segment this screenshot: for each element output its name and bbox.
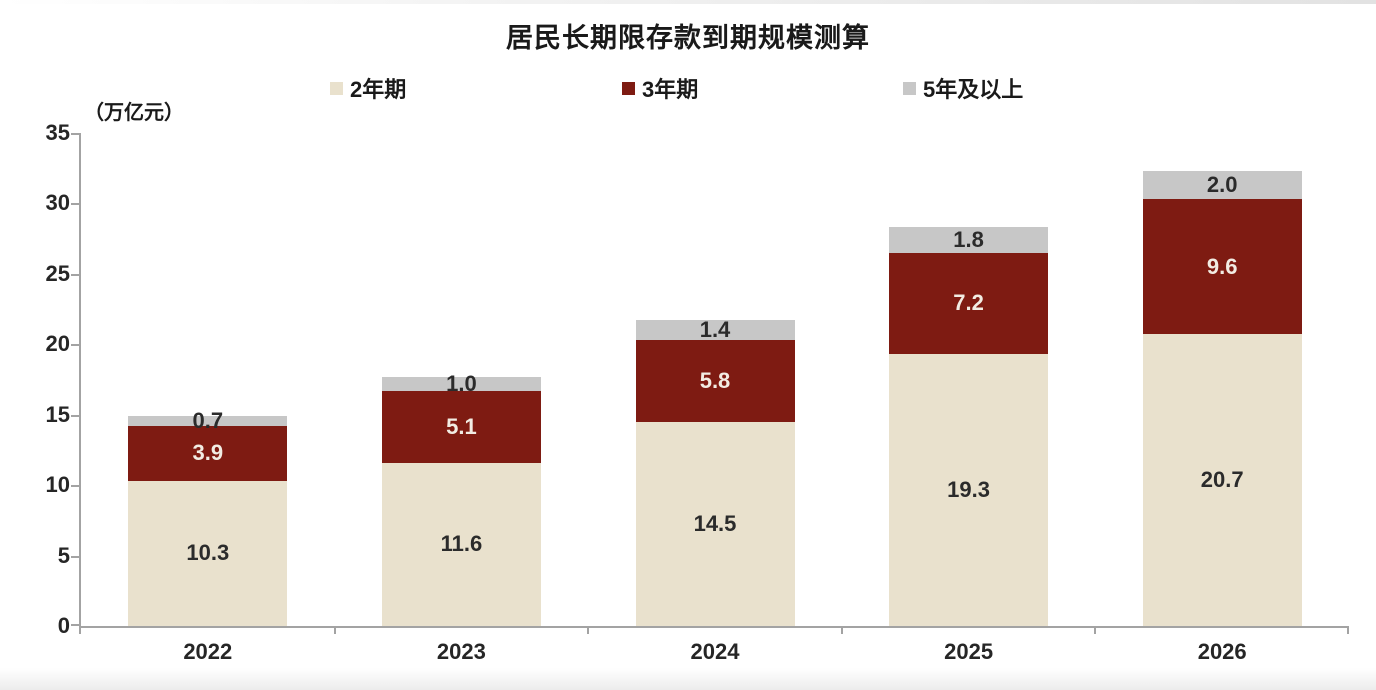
y-tick-label: 15 — [45, 401, 70, 427]
legend-item-3年期: 3年期 — [622, 74, 698, 102]
bar-column-2026: 20.7 9.6 2.0 — [1142, 171, 1302, 626]
y-axis-unit-label: （万亿元） — [84, 102, 184, 124]
chart-title: 居民长期限存款到期规模测算 — [506, 23, 870, 53]
y-tick-label: 25 — [45, 260, 70, 286]
y-tick-mark — [71, 555, 79, 558]
x-category-label: 2023 — [436, 639, 486, 664]
bar-value-label: 1.8 — [953, 227, 984, 253]
bar-segment-3年期: 5.1 — [381, 390, 541, 463]
bar-segment-2年期: 10.3 — [128, 480, 288, 626]
bar-value-label: 10.3 — [186, 540, 230, 566]
y-tick-mark — [71, 203, 79, 206]
y-tick-label: 10 — [45, 472, 70, 498]
legend-item-5年及以上: 5年及以上 — [903, 74, 1023, 102]
bar-segment-2年期: 20.7 — [1142, 334, 1302, 626]
bar-segment-2年期: 11.6 — [381, 462, 541, 626]
y-tick-mark — [71, 414, 79, 417]
y-tick-mark — [71, 485, 79, 488]
bar-segment-5年及以上: 1.8 — [889, 227, 1049, 253]
x-tick-mark — [79, 626, 81, 634]
bar-value-label: 5.1 — [446, 413, 477, 439]
bar-value-label: 20.7 — [1200, 467, 1244, 493]
y-tick-mark — [71, 624, 79, 626]
legend-swatch-icon — [622, 81, 635, 95]
y-tick-label: 30 — [45, 190, 70, 216]
bar-column-2022: 10.3 3.9 0.7 — [128, 409, 288, 626]
x-tick-mark — [840, 626, 843, 634]
x-tick-mark — [1094, 626, 1097, 634]
x-category-label: 2026 — [1197, 639, 1247, 664]
x-category-label: 2024 — [690, 639, 740, 664]
y-tick-label: 35 — [45, 120, 70, 145]
bar-value-label: 1.0 — [446, 370, 477, 396]
y-tick-label: 0 — [57, 613, 70, 638]
y-tick-mark — [71, 344, 79, 347]
x-category-label: 2022 — [183, 639, 233, 664]
bar-segment-5年及以上: 1.0 — [381, 371, 541, 395]
bar-value-label: 19.3 — [947, 477, 990, 503]
x-tick-mark — [587, 626, 590, 634]
bar-value-label: 5.8 — [699, 367, 731, 393]
x-tick-mark — [1347, 626, 1349, 634]
bar-segment-2年期: 19.3 — [889, 354, 1049, 626]
legend-item-label: 5年及以上 — [923, 77, 1024, 102]
page-bottom-edge — [0, 668, 1376, 690]
bar-segment-3年期: 3.9 — [128, 426, 288, 481]
legend-swatch-icon — [330, 81, 343, 95]
bar-value-label: 14.5 — [693, 510, 737, 536]
legend-swatch-icon — [903, 81, 916, 95]
bar-column-2025: 19.3 7.2 1.8 — [889, 227, 1049, 626]
bar-segment-3年期: 5.8 — [635, 340, 795, 422]
bar-segment-3年期: 7.2 — [889, 252, 1049, 355]
bar-value-label: 2.0 — [1206, 172, 1238, 198]
legend-item-label: 3年期 — [642, 77, 699, 102]
bar-column-2024: 14.5 5.8 1.4 — [635, 317, 795, 626]
bar-value-label: 7.2 — [953, 290, 984, 316]
y-tick-label: 5 — [57, 542, 70, 568]
plot-area: 10.3 3.9 0.7 2022 11.6 5.1 1.0 2023 14.5 5.8 1.4 20… — [71, 133, 1349, 664]
page-top-edge — [0, 0, 1376, 4]
y-tick-mark — [71, 133, 79, 135]
bar-value-label: 0.7 — [192, 408, 224, 434]
x-category-label: 2025 — [944, 639, 994, 664]
bar-segment-5年及以上: 0.7 — [128, 409, 288, 433]
bar-value-label: 11.6 — [440, 531, 483, 557]
bar-segment-5年及以上: 2.0 — [1142, 171, 1302, 200]
bar-value-label: 1.4 — [699, 317, 731, 343]
bar-segment-3年期: 9.6 — [1142, 199, 1302, 335]
bar-segment-2年期: 14.5 — [635, 421, 795, 626]
legend-item-2年期: 2年期 — [330, 74, 406, 102]
legend-item-label: 2年期 — [350, 77, 407, 102]
x-tick-mark — [333, 626, 336, 634]
bar-segment-5年及以上: 1.4 — [635, 317, 795, 343]
y-tick-label: 20 — [45, 331, 70, 357]
y-tick-mark — [71, 273, 79, 276]
bar-value-label: 3.9 — [192, 440, 224, 466]
bar-value-label: 9.6 — [1206, 253, 1238, 279]
bar-column-2023: 11.6 5.1 1.0 — [381, 371, 541, 626]
